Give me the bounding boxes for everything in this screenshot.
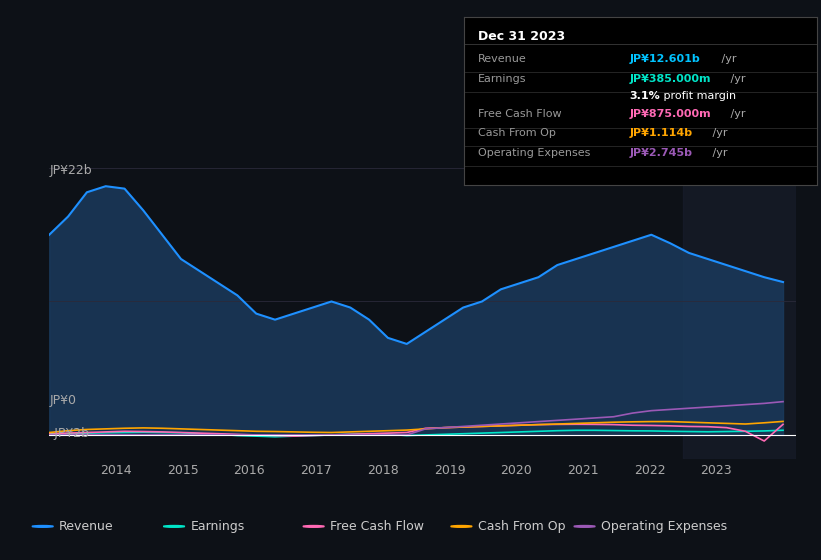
Text: Revenue: Revenue xyxy=(59,520,114,533)
Text: Cash From Op: Cash From Op xyxy=(478,128,556,138)
Text: JP¥12.601b: JP¥12.601b xyxy=(630,54,700,64)
Text: /yr: /yr xyxy=(727,74,745,84)
Text: /yr: /yr xyxy=(727,109,745,119)
Text: Cash From Op: Cash From Op xyxy=(478,520,566,533)
Circle shape xyxy=(163,525,185,528)
Text: JP¥875.000m: JP¥875.000m xyxy=(630,109,712,119)
Text: JP¥385.000m: JP¥385.000m xyxy=(630,74,711,84)
Text: /yr: /yr xyxy=(718,54,736,64)
Text: Free Cash Flow: Free Cash Flow xyxy=(478,109,562,119)
Circle shape xyxy=(574,525,595,528)
Text: 3.1%: 3.1% xyxy=(630,91,661,101)
Text: Free Cash Flow: Free Cash Flow xyxy=(330,520,424,533)
Text: Earnings: Earnings xyxy=(478,74,526,84)
Circle shape xyxy=(32,525,53,528)
Text: Operating Expenses: Operating Expenses xyxy=(478,148,590,158)
Text: /yr: /yr xyxy=(709,128,727,138)
Text: Revenue: Revenue xyxy=(478,54,527,64)
Text: -JP¥2b: -JP¥2b xyxy=(49,427,89,441)
Bar xyxy=(683,168,796,459)
Text: JP¥0: JP¥0 xyxy=(49,394,76,407)
Text: profit margin: profit margin xyxy=(660,91,736,101)
Circle shape xyxy=(303,525,324,528)
Text: Operating Expenses: Operating Expenses xyxy=(601,520,727,533)
Text: Dec 31 2023: Dec 31 2023 xyxy=(478,30,565,43)
Circle shape xyxy=(451,525,472,528)
Text: JP¥1.114b: JP¥1.114b xyxy=(630,128,693,138)
Text: Earnings: Earnings xyxy=(190,520,245,533)
Text: JP¥2.745b: JP¥2.745b xyxy=(630,148,693,158)
Text: /yr: /yr xyxy=(709,148,727,158)
Text: JP¥22b: JP¥22b xyxy=(49,164,92,178)
